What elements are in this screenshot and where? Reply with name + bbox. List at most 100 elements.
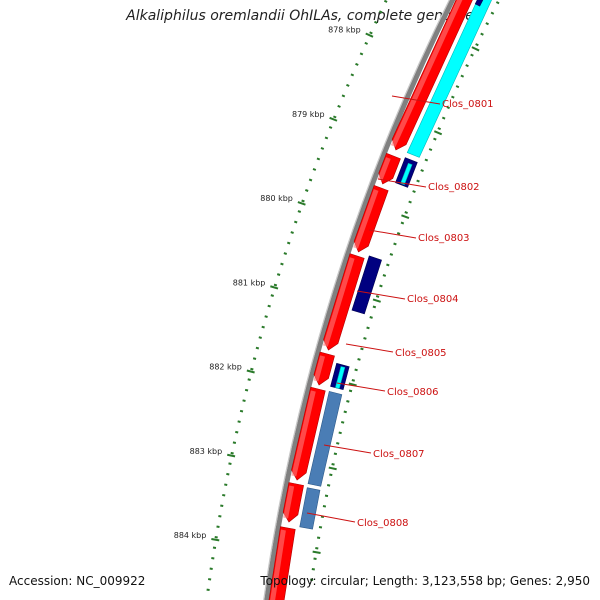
minor-tick-inner [286,241,291,245]
minor-tick-outer [404,211,408,214]
minor-tick-outer [372,305,377,309]
summary-text: Topology: circular; Length: 3,123,558 bp… [260,574,590,588]
minor-tick-inner [369,31,373,35]
minor-tick-inner [258,336,262,339]
major-tick-outer [372,298,381,303]
major-tick-inner [329,116,338,122]
minor-tick-outer [412,190,416,194]
minor-tick-inner [226,472,230,476]
forward-gene-highlight-3 [353,189,379,249]
major-tick-inner [297,201,306,206]
forward-gene-highlight-2 [377,157,391,181]
minor-tick-outer [393,242,397,246]
minor-tick-inner [350,73,355,77]
scale-tick-label: 884 kbp [174,531,207,540]
forward-gene-highlight-8 [270,529,286,600]
minor-tick-inner [267,304,271,308]
major-tick-inner [270,285,279,290]
minor-tick-outer [470,53,474,57]
gene-label-leader [391,95,441,105]
minor-tick-outer [322,505,327,508]
minor-tick-outer [396,232,401,235]
minor-tick-outer [348,389,353,393]
minor-tick-outer [433,137,437,141]
gene-labels: Clos_0801 Clos_0802 Clos_0803 Clos_0804 Clos… [306,95,494,529]
minor-tick-inner [280,262,284,266]
major-tick-inner [246,369,255,374]
minor-tick-outer [354,368,358,372]
gene-label: Clos_0802 [428,182,480,193]
minor-tick-inner [337,104,341,108]
minor-tick-outer [346,400,350,403]
minor-tick-inner [273,283,278,287]
minor-tick-inner [312,168,317,171]
minor-tick-outer [485,22,489,26]
minor-tick-inner [230,451,234,455]
minor-tick-inner [324,136,329,140]
minor-tick-inner [264,315,268,318]
minor-tick-inner [216,525,220,528]
reverse-gene-1 [406,0,492,158]
minor-tick-outer [416,179,420,183]
major-tick-outer [348,382,357,387]
gene-label-leader [368,229,417,239]
backbone-highlight [263,0,450,600]
gene-label: Clos_0804 [407,294,459,305]
gene-label-leader [306,512,356,523]
forward-gene-highlight-7 [283,485,295,519]
major-tick-outer [471,46,480,52]
minor-tick-inner [293,220,298,224]
minor-tick-outer [400,221,405,225]
minor-tick-outer [340,421,345,424]
minor-tick-inner [308,178,313,182]
major-tick-outer [328,466,337,471]
accession-text: Accession: NC_009922 [9,574,146,588]
minor-tick-outer [480,32,484,36]
major-tick-inner [211,538,220,542]
minor-tick-inner [378,10,383,14]
scale-tick-label: 882 kbp [209,363,242,372]
minor-tick-inner [261,325,265,329]
forward-gene-highlight-1 [390,0,463,147]
gene-label-leader [345,343,394,353]
minor-tick-outer [420,169,424,173]
minor-tick-outer [324,494,329,498]
minor-tick-outer [343,410,347,414]
gene-label-leader [336,382,386,392]
minor-tick-inner [218,514,222,518]
minor-tick-inner [346,83,350,87]
minor-tick-inner [247,378,251,381]
minor-tick-outer [316,536,321,540]
minor-tick-inner [320,146,325,150]
minor-tick-outer [437,127,442,131]
minor-tick-outer [375,295,380,298]
minor-tick-inner [270,294,274,297]
minor-tick-outer [318,526,323,529]
minor-tick-inner [255,346,260,350]
minor-tick-outer [338,431,342,435]
major-tick-outer [433,130,443,136]
minor-tick-inner [232,441,237,444]
minor-tick-outer [329,473,333,477]
scale-tick-label: 881 kbp [233,278,266,287]
minor-tick-inner [244,388,249,392]
minor-tick-inner [341,94,346,98]
scale-tick-label: 883 kbp [190,447,223,456]
minor-tick-inner [239,409,244,413]
minor-tick-outer [369,316,373,319]
minor-tick-outer [441,116,446,120]
forward-strand [268,0,473,600]
minor-tick-inner [304,189,309,192]
minor-tick-inner [316,157,321,161]
minor-tick-outer [363,337,367,340]
backbone [263,0,456,600]
minor-tick-inner [276,273,281,276]
gene-label-leader [356,290,406,300]
minor-tick-outer [475,43,479,47]
minor-tick-outer [451,95,455,99]
reverse-gene-8 [307,391,343,487]
minor-tick-inner [364,41,368,45]
minor-tick-inner [333,115,337,119]
